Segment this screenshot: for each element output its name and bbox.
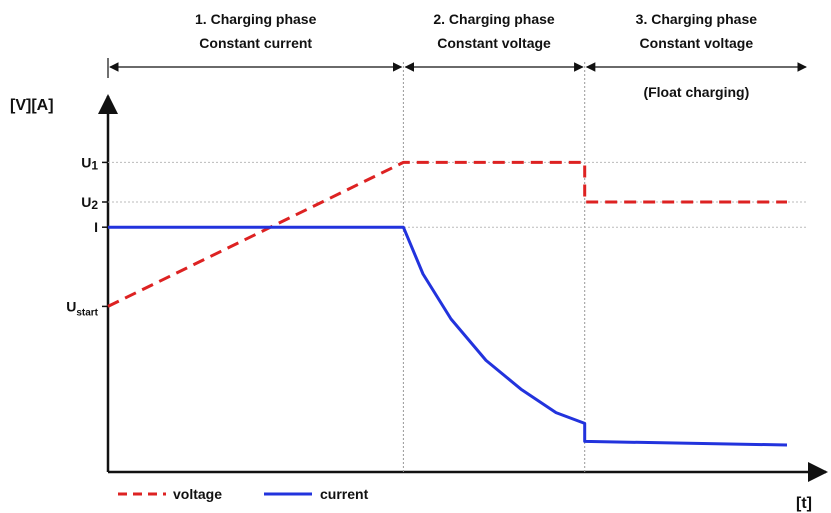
phase-3-mode: Constant voltage: [640, 35, 754, 51]
chart-dynamic-layer: 1. Charging phase Constant current 2. Char…: [66, 11, 828, 482]
phase-2-title: 2. Charging phase: [433, 11, 555, 27]
y-tick-label-1: U2: [81, 194, 98, 212]
phase-3-title: 3. Charging phase: [636, 11, 758, 27]
phase-2-mode: Constant voltage: [437, 35, 551, 51]
y-axis-label: [V][A]: [10, 97, 54, 114]
legend: voltage current: [118, 486, 369, 502]
series-voltage-line: [107, 160, 787, 308]
y-tick-label-2: I: [94, 219, 98, 235]
legend-current-label: current: [320, 486, 369, 502]
legend-voltage-label: voltage: [173, 486, 222, 502]
phase-3-note: (Float charging): [643, 84, 749, 100]
phase-1-title: 1. Charging phase: [195, 11, 317, 27]
y-tick-label-3: Ustart: [66, 298, 98, 318]
series-current-line: [108, 225, 788, 447]
y-tick-label-0: U1: [81, 154, 98, 172]
phase-1-mode: Constant current: [199, 35, 312, 51]
x-axis-label: [t]: [796, 495, 812, 512]
